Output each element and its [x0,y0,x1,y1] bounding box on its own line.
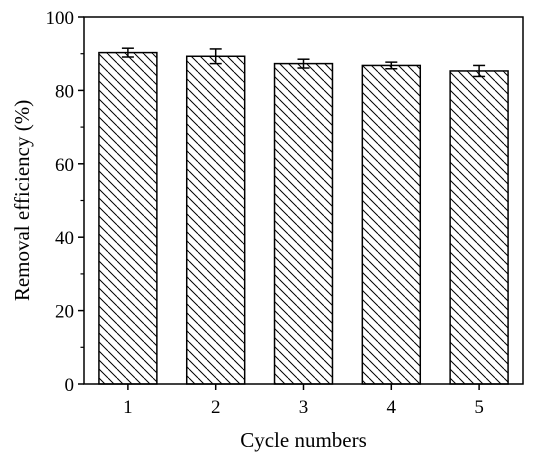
bar-cycle-1 [98,51,158,385]
x-tick-label: 2 [211,397,221,418]
y-tick-label: 20 [55,302,74,323]
error-bar-cycle-4 [385,61,398,70]
y-tick-label: 100 [46,8,75,29]
bar-cycle-4 [361,64,422,385]
error-bar-cycle-5 [473,64,486,78]
x-tick-label: 3 [299,397,309,418]
x-axis: 1 2 3 4 5 [123,384,484,418]
x-tick-label: 1 [123,397,133,418]
x-tick-label: 5 [474,397,484,418]
bar-cycle-3 [273,62,334,385]
y-tick-label: 60 [55,155,74,176]
bar-cycle-2 [185,55,246,385]
error-bar-cycle-3 [297,58,310,69]
error-bars-layer [121,47,486,78]
bars-layer [98,51,509,385]
x-axis-label: Cycle numbers [240,428,367,452]
y-axis-label: Removal efficiency (%) [10,100,34,301]
y-tick-label: 40 [55,228,74,249]
error-bar-cycle-2 [209,48,222,65]
y-tick-label: 0 [65,375,75,396]
error-bar-cycle-1 [121,47,134,58]
x-tick-label: 4 [387,397,397,418]
y-tick-label: 80 [55,81,74,102]
bar-cycle-5 [449,70,509,385]
y-axis: 0 20 40 60 80 100 [46,8,84,396]
